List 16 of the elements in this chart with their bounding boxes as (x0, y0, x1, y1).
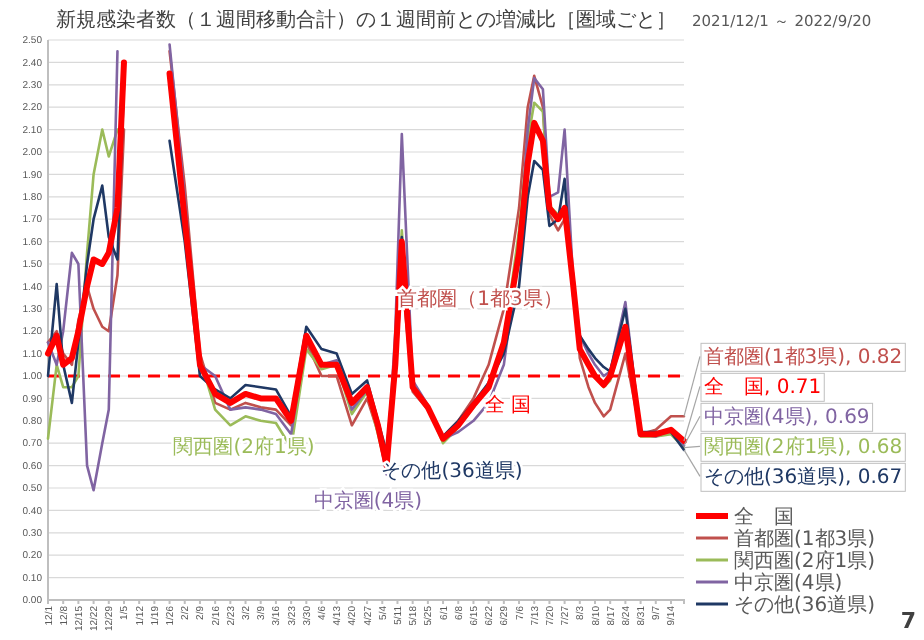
annotation: 関西圏(2府1県) (173, 435, 315, 460)
legend-label: 首都圏(1都3県) (734, 527, 876, 551)
legend-label: 中京圏(4県) (734, 571, 843, 595)
annotation: 首都圏(1都3県), 0.82 (704, 345, 903, 370)
legend-label: 関西圏(2府1県) (734, 549, 876, 573)
text: 7 (900, 608, 916, 634)
annotation: 全 国 (484, 393, 532, 418)
legend-label: その他(36道県) (734, 593, 876, 617)
annotation: その他(36道県), 0.67 (704, 465, 903, 490)
annotation: 中京圏(4県) (313, 489, 423, 514)
legend-label: 全 国 (734, 505, 794, 529)
annotation: 中京圏(4県), 0.69 (704, 405, 870, 430)
annotation: その他(36道県) (381, 459, 523, 484)
annotation: 全 国, 0.71 (704, 375, 822, 400)
chart-title: 新規感染者数（１週間移動合計）の１週間前との増減比［圏域ごと］ (56, 8, 676, 32)
annotation: 関西圏(2府1県), 0.68 (704, 435, 903, 460)
